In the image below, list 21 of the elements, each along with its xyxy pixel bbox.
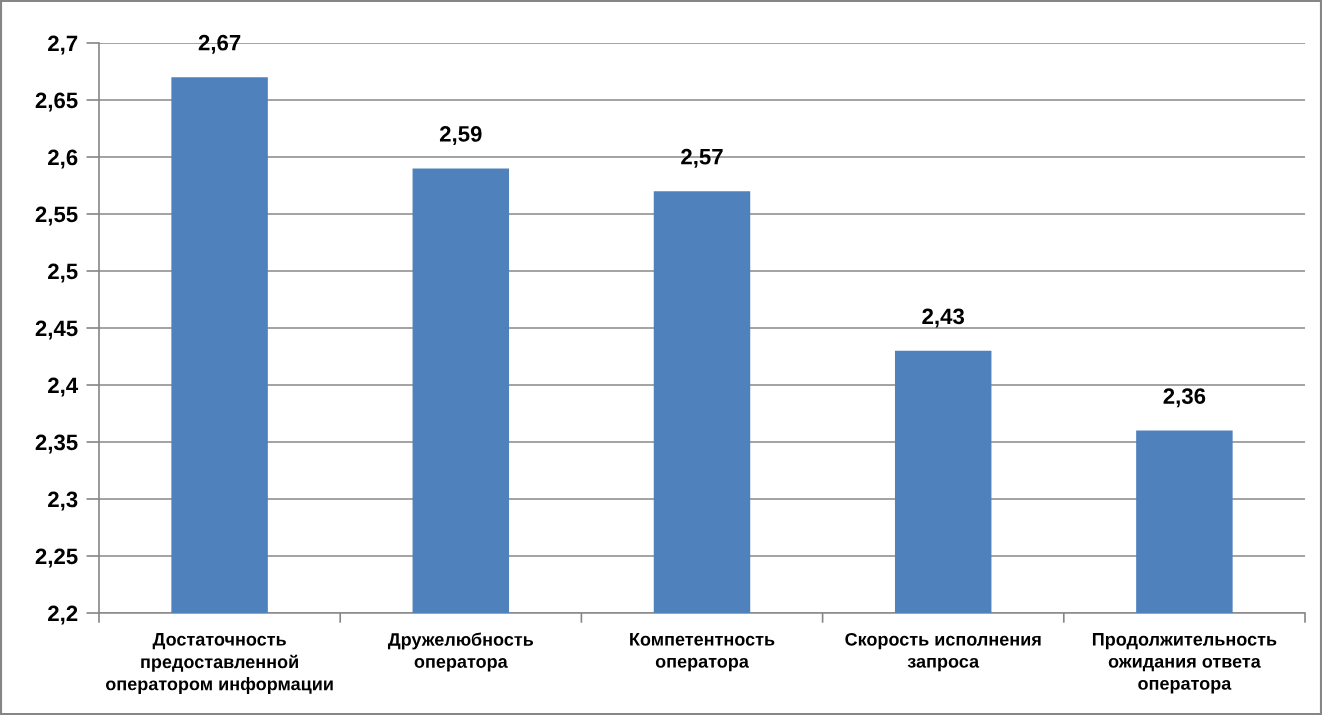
data-label: 2,67 <box>198 34 241 54</box>
data-label: 2,57 <box>681 148 723 168</box>
data-label: 2,43 <box>922 308 965 328</box>
x-tick-label: Компетентность оператора <box>630 633 775 672</box>
data-label: 2,36 <box>1163 388 1206 408</box>
y-tick-label: 2,45 <box>35 320 78 340</box>
x-tick-label: Дружелюбность оператора <box>387 632 534 672</box>
y-tick-label: 2,3 <box>48 491 78 511</box>
x-tick-label: Продолжительность ожидания ответа оператора <box>1092 633 1277 694</box>
y-tick-label: 2,4 <box>48 377 79 397</box>
y-tick-label: 2,6 <box>48 149 78 169</box>
x-tick-label: Достаточность предоставленной оператором информации <box>105 633 333 694</box>
data-label: 2,59 <box>439 126 482 146</box>
y-tick-label: 2,2 <box>48 605 78 625</box>
y-tick-label: 2,65 <box>35 92 78 112</box>
y-tick-label: 2,55 <box>35 206 78 226</box>
y-tick-label: 2,35 <box>35 434 78 454</box>
x-tick-label: Скорость исполнения запроса <box>845 632 1041 672</box>
y-tick-label: 2,25 <box>35 548 78 568</box>
y-tick-label: 2,5 <box>48 263 78 283</box>
y-tick-label: 2,7 <box>48 35 78 55</box>
